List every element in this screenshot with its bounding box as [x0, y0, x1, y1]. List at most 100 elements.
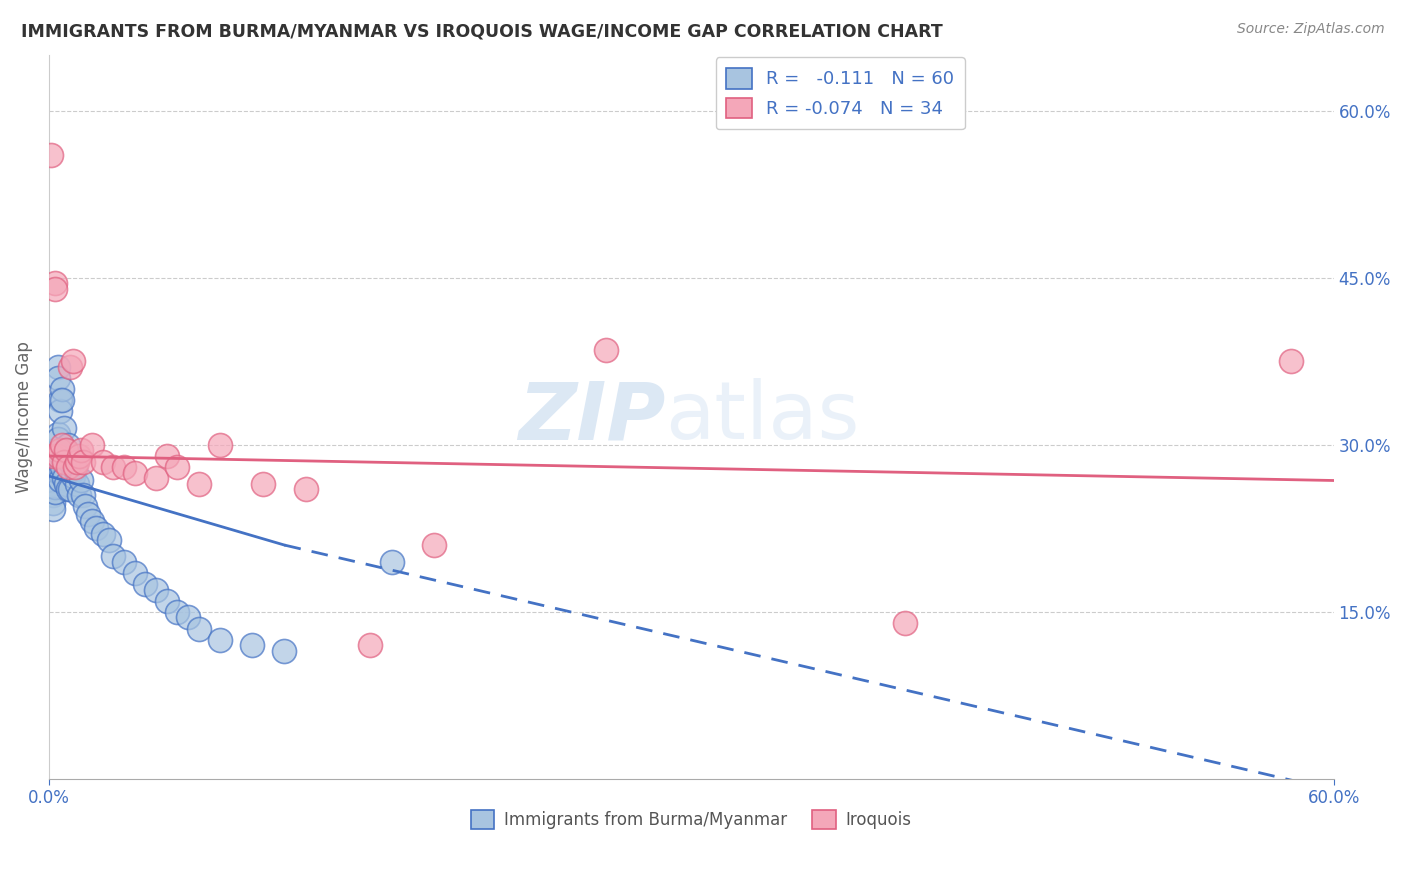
- Point: [42, 496, 65, 510]
- Point: [44, 480, 66, 494]
- Point: [91, 454, 114, 468]
- Point: [124, 466, 146, 480]
- Point: [134, 577, 156, 591]
- Y-axis label: Wage/Income Gap: Wage/Income Gap: [15, 341, 32, 493]
- Point: [156, 449, 179, 463]
- Point: [894, 615, 917, 630]
- Point: [42, 462, 65, 476]
- Text: Source: ZipAtlas.com: Source: ZipAtlas.com: [1237, 22, 1385, 37]
- Point: [55, 443, 77, 458]
- Point: [58, 483, 80, 497]
- Point: [72, 454, 94, 468]
- Point: [51, 393, 73, 408]
- Point: [59, 359, 82, 374]
- Point: [70, 474, 93, 488]
- Point: [423, 538, 446, 552]
- Point: [72, 488, 94, 502]
- Text: atlas: atlas: [665, 378, 860, 456]
- Point: [39, 466, 62, 480]
- Point: [51, 382, 73, 396]
- Point: [62, 354, 84, 368]
- Point: [44, 282, 66, 296]
- Point: [46, 449, 69, 463]
- Text: ZIP: ZIP: [519, 378, 665, 456]
- Point: [48, 443, 70, 458]
- Text: IMMIGRANTS FROM BURMA/MYANMAR VS IROQUOIS WAGE/INCOME GAP CORRELATION CHART: IMMIGRANTS FROM BURMA/MYANMAR VS IROQUOI…: [21, 22, 943, 40]
- Point: [59, 454, 82, 468]
- Legend: Immigrants from Burma/Myanmar, Iroquois: Immigrants from Burma/Myanmar, Iroquois: [464, 803, 918, 836]
- Point: [55, 443, 77, 458]
- Point: [209, 438, 232, 452]
- Point: [295, 483, 318, 497]
- Point: [103, 549, 125, 564]
- Point: [112, 460, 135, 475]
- Point: [63, 460, 86, 475]
- Point: [48, 404, 70, 418]
- Point: [70, 443, 93, 458]
- Point: [187, 622, 209, 636]
- Point: [52, 471, 75, 485]
- Point: [177, 610, 200, 624]
- Point: [51, 438, 73, 452]
- Point: [209, 632, 232, 647]
- Point: [63, 462, 86, 476]
- Point: [46, 371, 69, 385]
- Point: [42, 449, 65, 463]
- Point: [380, 555, 402, 569]
- Point: [44, 454, 66, 468]
- Point: [97, 533, 120, 547]
- Point: [44, 277, 66, 291]
- Point: [51, 460, 73, 475]
- Point: [75, 499, 97, 513]
- Point: [242, 638, 264, 652]
- Point: [595, 343, 617, 358]
- Point: [145, 471, 167, 485]
- Point: [62, 469, 84, 483]
- Point: [67, 488, 90, 502]
- Point: [39, 476, 62, 491]
- Point: [44, 443, 66, 458]
- Point: [359, 638, 381, 652]
- Point: [273, 644, 295, 658]
- Point: [48, 466, 70, 480]
- Point: [46, 359, 69, 374]
- Point: [166, 605, 188, 619]
- Point: [124, 566, 146, 580]
- Point: [112, 555, 135, 569]
- Point: [55, 476, 77, 491]
- Point: [156, 593, 179, 607]
- Point: [187, 476, 209, 491]
- Point: [166, 460, 188, 475]
- Point: [46, 426, 69, 441]
- Point: [80, 514, 103, 528]
- Point: [103, 460, 125, 475]
- Point: [42, 469, 65, 483]
- Point: [39, 148, 62, 162]
- Point: [67, 449, 90, 463]
- Point: [44, 484, 66, 499]
- Point: [42, 488, 65, 502]
- Point: [42, 502, 65, 516]
- Point: [44, 449, 66, 463]
- Point: [91, 527, 114, 541]
- Point: [42, 483, 65, 497]
- Point: [48, 393, 70, 408]
- Point: [52, 454, 75, 468]
- Point: [39, 471, 62, 485]
- Point: [44, 460, 66, 475]
- Point: [58, 438, 80, 452]
- Point: [66, 454, 89, 468]
- Point: [46, 432, 69, 446]
- Point: [48, 474, 70, 488]
- Point: [252, 476, 274, 491]
- Point: [59, 483, 82, 497]
- Point: [84, 521, 107, 535]
- Point: [66, 476, 89, 491]
- Point: [1279, 354, 1302, 368]
- Point: [145, 582, 167, 597]
- Point: [58, 460, 80, 475]
- Point: [76, 507, 98, 521]
- Point: [52, 421, 75, 435]
- Point: [42, 474, 65, 488]
- Point: [80, 438, 103, 452]
